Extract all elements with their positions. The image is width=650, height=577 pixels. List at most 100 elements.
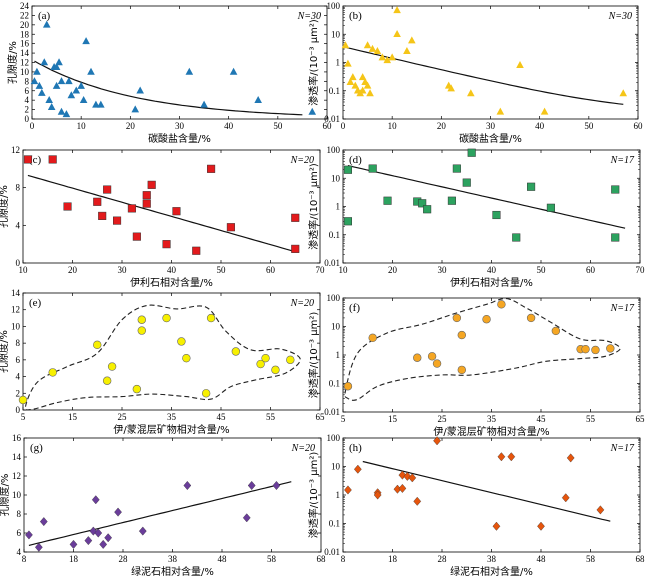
plot-frame xyxy=(342,149,641,264)
y-tick-label: 16 xyxy=(20,39,30,49)
y-tick-label: 12 xyxy=(20,58,29,68)
cluster-envelope xyxy=(344,298,621,401)
data-point xyxy=(25,530,33,540)
data-point xyxy=(84,536,93,546)
data-point xyxy=(368,44,377,52)
y-tick-label: 12 xyxy=(11,145,20,155)
x-tick-label: 50 xyxy=(217,265,227,275)
panel-label: (b) xyxy=(349,10,362,22)
data-point xyxy=(256,359,265,369)
y-axis-title: 孔隙度/% xyxy=(0,474,11,517)
y-tick-label: 10 xyxy=(331,173,341,183)
y-tick-label: 10 xyxy=(20,67,30,77)
data-point xyxy=(142,191,151,200)
data-point xyxy=(507,452,516,462)
data-point xyxy=(373,490,382,500)
data-point xyxy=(551,326,561,336)
y-tick-label: 1 xyxy=(336,58,341,68)
data-point xyxy=(35,81,44,89)
data-point xyxy=(408,473,417,483)
data-point xyxy=(492,210,501,220)
data-point xyxy=(79,95,88,103)
y-tick-label: 1 xyxy=(336,202,341,212)
data-point xyxy=(52,81,61,89)
x-tick-label: 35 xyxy=(167,412,177,422)
data-point xyxy=(137,315,147,324)
sample-count-label: N=17 xyxy=(610,303,635,314)
data-point xyxy=(97,100,105,108)
data-point xyxy=(512,233,521,242)
data-point xyxy=(132,232,141,241)
x-tick-label: 8 xyxy=(22,554,27,564)
y-tick-label: 100 xyxy=(327,293,341,303)
data-point xyxy=(272,480,281,491)
y-axis-title: 渗透率/(10⁻³ μm²) xyxy=(307,312,320,399)
y-tick-label: 6 xyxy=(17,528,22,538)
data-point xyxy=(398,483,407,493)
data-point xyxy=(457,330,466,340)
x-tick-label: 65 xyxy=(316,412,326,422)
data-point xyxy=(231,347,241,356)
y-tick-label: 0 xyxy=(25,114,30,124)
x-tick-label: 48 xyxy=(218,554,228,564)
data-point xyxy=(413,496,422,506)
x-tick-label: 50 xyxy=(273,121,283,131)
y-tick-label: 1 xyxy=(336,350,341,360)
x-tick-label: 28 xyxy=(438,554,448,564)
y-tick-label: 14 xyxy=(12,452,22,462)
data-point xyxy=(162,313,171,323)
data-point xyxy=(137,326,147,335)
y-tick-label: 16 xyxy=(12,433,22,443)
data-point xyxy=(378,53,387,61)
x-tick-label: 30 xyxy=(175,121,185,131)
data-point xyxy=(393,6,401,14)
x-tick-label: 68 xyxy=(317,554,327,564)
data-point xyxy=(408,36,416,44)
data-point xyxy=(45,95,54,103)
x-tick-label: 60 xyxy=(266,265,276,275)
sample-count-label: N=17 xyxy=(610,443,635,454)
data-point xyxy=(403,47,411,55)
x-tick-label: 60 xyxy=(634,121,644,131)
x-tick-label: 50 xyxy=(537,265,547,275)
x-tick-label: 40 xyxy=(535,121,545,131)
data-point xyxy=(63,202,72,211)
y-tick-label: 2 xyxy=(16,388,21,398)
data-point xyxy=(496,107,505,115)
y-axis-title: 渗透率/(10⁻³ μm²) xyxy=(307,163,320,250)
x-tick-label: 55 xyxy=(586,414,596,424)
x-tick-label: 20 xyxy=(68,265,78,275)
x-tick-label: 30 xyxy=(118,265,128,275)
data-point xyxy=(363,41,372,49)
plot-frame xyxy=(31,5,328,120)
x-tick-label: 20 xyxy=(388,265,398,275)
data-point xyxy=(200,100,208,108)
y-tick-label: 6 xyxy=(25,86,30,96)
data-point xyxy=(383,56,392,64)
data-point xyxy=(561,493,570,503)
x-tick-label: 25 xyxy=(118,412,128,422)
x-tick-label: 18 xyxy=(388,554,398,564)
y-tick-label: 10 xyxy=(331,322,341,332)
data-point xyxy=(383,196,392,205)
data-point xyxy=(611,185,620,194)
data-point xyxy=(619,89,628,97)
data-point xyxy=(40,58,49,66)
data-point xyxy=(91,495,100,505)
x-tick-label: 15 xyxy=(388,414,398,424)
sample-count-label: N=20 xyxy=(290,155,314,166)
trend-line xyxy=(346,47,624,105)
x-axis-title: 伊/蒙混层矿物相对含量/% xyxy=(433,425,549,438)
panel-label: (c) xyxy=(29,154,42,166)
x-tick-label: 50 xyxy=(584,121,594,131)
data-point xyxy=(492,521,501,531)
y-axis-title: 渗透率/(10⁻³ μm²) xyxy=(307,452,320,539)
x-tick-label: 10 xyxy=(388,121,398,131)
x-tick-label: 0 xyxy=(30,121,35,131)
data-point xyxy=(57,107,66,115)
x-axis-title: 伊利石相对含量/% xyxy=(450,276,533,289)
data-point xyxy=(30,77,39,85)
y-tick-label: 12 xyxy=(11,305,20,315)
x-axis-title: 碳酸盐含量/% xyxy=(459,132,522,145)
data-point xyxy=(452,164,461,173)
